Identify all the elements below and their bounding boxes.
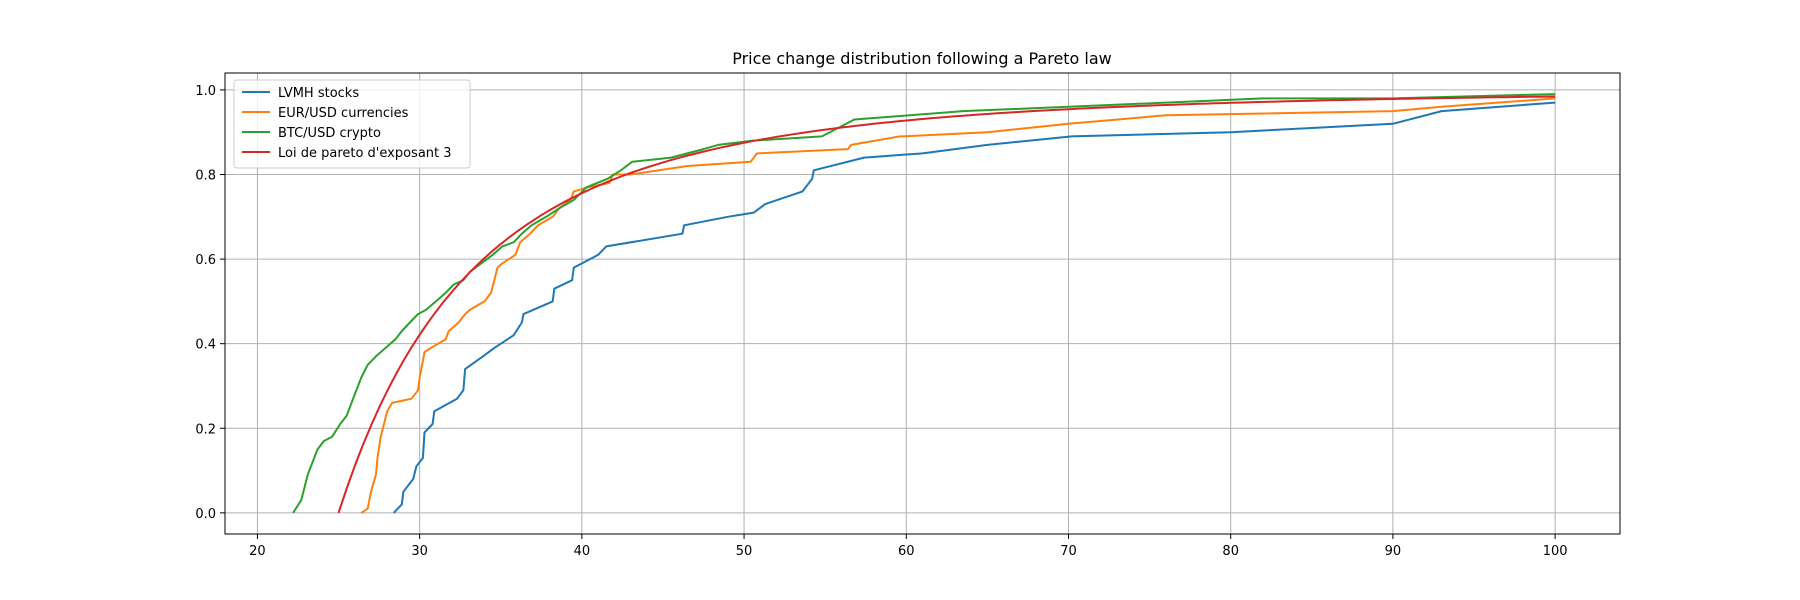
chart-title: Price change distribution following a Pa… bbox=[732, 49, 1112, 68]
y-tick-label: 0.6 bbox=[195, 253, 216, 268]
x-tick-label: 50 bbox=[736, 544, 753, 559]
grid bbox=[225, 73, 1620, 534]
legend-label: Loi de pareto d'exposant 3 bbox=[278, 146, 452, 161]
legend-box bbox=[233, 79, 471, 169]
series-line-4 bbox=[337, 95, 1556, 514]
legend: LVMH stocks EUR/USD currencies BTC/USD cry… bbox=[233, 79, 471, 169]
series-group bbox=[292, 93, 1556, 514]
x-tick-label: 80 bbox=[1222, 544, 1239, 559]
series-line-2 bbox=[360, 97, 1556, 514]
x-tick-label: 20 bbox=[249, 544, 266, 559]
y-axis: 0.0 0.2 0.4 0.6 0.8 1.0 bbox=[195, 84, 225, 522]
x-tick-label: 40 bbox=[574, 544, 591, 559]
x-axis: 20 30 40 50 60 70 80 90 100 bbox=[249, 534, 1568, 559]
legend-label: EUR/USD currencies bbox=[278, 106, 409, 121]
x-tick-label: 70 bbox=[1060, 544, 1077, 559]
y-tick-label: 1.0 bbox=[195, 84, 216, 99]
x-tick-label: 90 bbox=[1385, 544, 1402, 559]
x-tick-label: 100 bbox=[1543, 544, 1568, 559]
legend-label: LVMH stocks bbox=[278, 86, 359, 101]
legend-label: BTC/USD crypto bbox=[278, 126, 381, 141]
y-tick-label: 0.8 bbox=[195, 169, 216, 184]
y-tick-label: 0.2 bbox=[195, 422, 216, 437]
y-tick-label: 0.4 bbox=[195, 338, 216, 353]
series-line-1 bbox=[392, 101, 1556, 514]
x-tick-label: 60 bbox=[898, 544, 915, 559]
x-tick-label: 30 bbox=[411, 544, 428, 559]
y-tick-label: 0.0 bbox=[195, 507, 216, 522]
plot-frame bbox=[224, 72, 1621, 535]
